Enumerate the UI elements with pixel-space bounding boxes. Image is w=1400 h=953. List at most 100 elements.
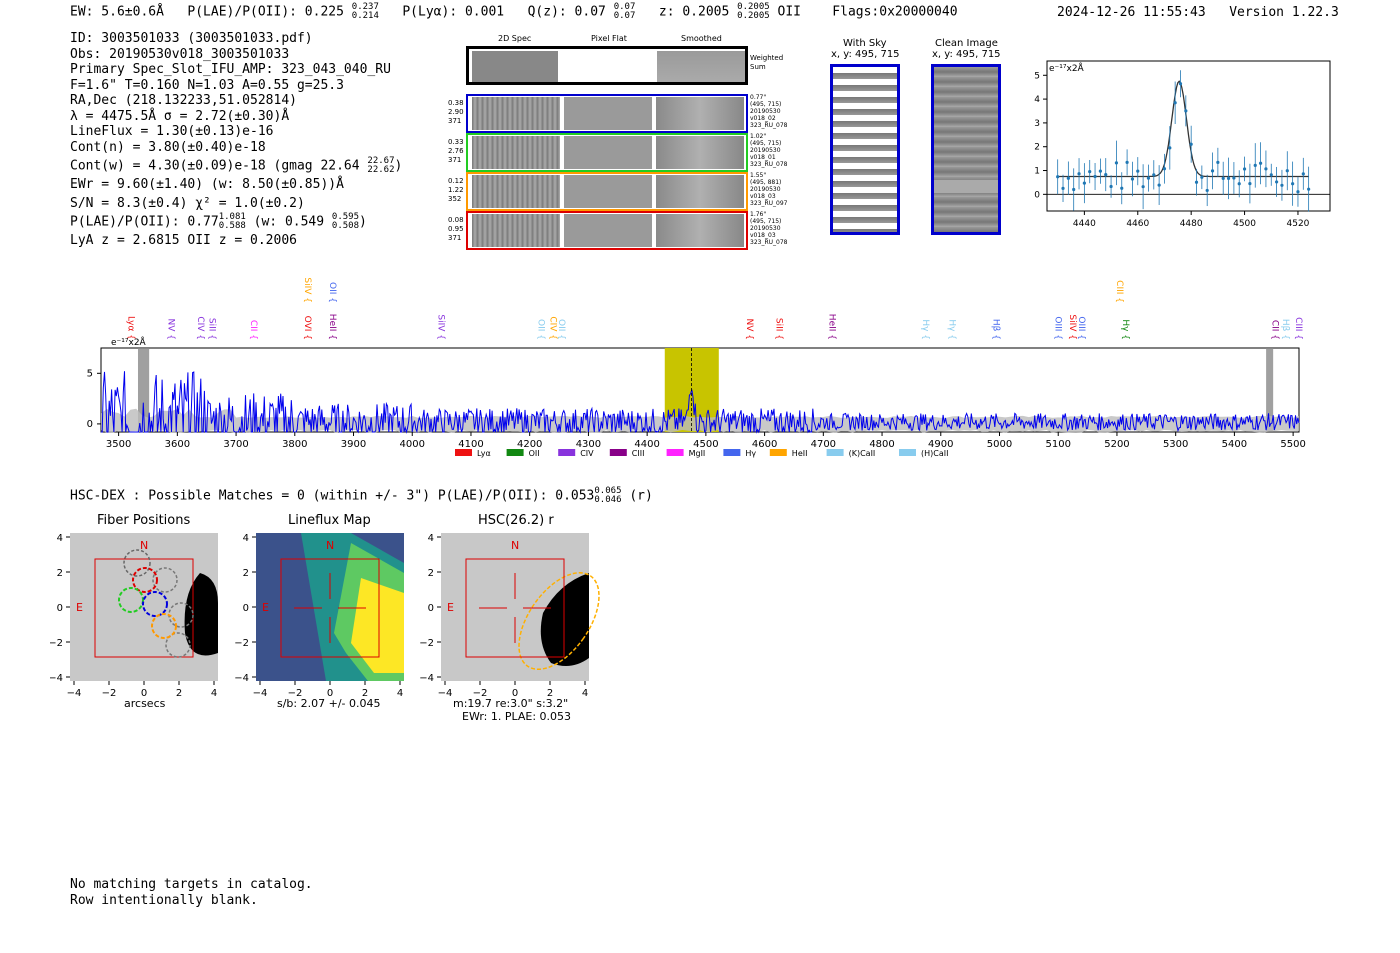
spec-xtick-label: 5400 [1222, 439, 1247, 450]
hsc-ytick-label: 0 [57, 603, 63, 614]
spec-legend-label: (K)CaII [849, 449, 876, 458]
hsc-ytick-label: 2 [243, 568, 249, 579]
cutout-row-right-values: 1.76" (495, 715) 20190530 v018_03 323_RU_078 [750, 211, 788, 246]
spec-legend: Lyα OII CIV CIII MgII Hγ HeII (K)CaII (H)CaII [455, 449, 948, 458]
info-radec: RA,Dec (218.132233,51.052814) [70, 93, 297, 108]
spec-line-label: SiII { [773, 318, 783, 340]
zoom-data-point [1194, 180, 1199, 184]
cutout-2dspec-image [472, 136, 560, 169]
zoom-data-point [1248, 181, 1252, 186]
spec-line-label: HeII { [327, 314, 337, 340]
spec-xtick-label: 3700 [223, 439, 248, 450]
cutout-row-right-values: 1.55" (495, 881) 20190530 v018_03 323_RU_097 [750, 172, 788, 207]
spec-ticks: 3500 3600 3700 3800 3900 4000 4100 4200 4300 4400… [87, 368, 1306, 450]
hsc-ticks: −4 −2 0 2 4 4 2 0 −2 −4 −4 −2 0 2 4 4 2 0 −2 −4 −4 −2 0 2 4 4 2 0 −2… [50, 533, 588, 699]
header-z: z: 0.2005 [658, 4, 730, 20]
cutout-row-left-values: 0.08 0.95 371 [448, 216, 464, 242]
hsc-ytick-label: −2 [50, 638, 63, 649]
spec-line-label: OIII { [1076, 316, 1086, 340]
spec-legend-swatch [899, 449, 916, 456]
zoom-ytick-label: 4 [1034, 95, 1040, 105]
hsc-xtick-label: −2 [288, 688, 303, 699]
spec-xtick-label: 4600 [752, 439, 777, 450]
zoom-data-point [1291, 182, 1295, 186]
spec-flux-line [101, 371, 1300, 434]
spec-legend-swatch [769, 449, 787, 456]
hsc-xtick-label: −4 [253, 688, 268, 699]
spec-line-label: HeII { [826, 314, 836, 340]
zoom-data-point [1285, 169, 1289, 173]
col-2dspec-label: 2D Spec [498, 34, 532, 43]
fiber-circle-gray [123, 549, 151, 577]
spec-legend-label: OII [529, 449, 540, 458]
spec-xtick-label: 4300 [576, 439, 601, 450]
hsc-ytick-label: 2 [57, 568, 63, 579]
spec-ytick-label: 5 [87, 368, 93, 379]
header-plae-range: 0.237 0.214 [351, 2, 379, 21]
fiber-circle-blue [142, 591, 168, 617]
spec-xtick-label: 5100 [1045, 439, 1070, 450]
zoom-data-point [1093, 174, 1097, 179]
zoom-data-point [1232, 176, 1236, 180]
header-datetime: 2024-12-26 11:55:43 [1057, 5, 1206, 20]
lineflux-box [280, 558, 380, 658]
hsc-ytick-label: 0 [243, 603, 249, 614]
hsc-xtick-label: 0 [141, 688, 147, 699]
hsc-xtick-label: −4 [438, 688, 453, 699]
spec-xtick-label: 5500 [1280, 439, 1305, 450]
zoom-data-point [1130, 177, 1135, 181]
zoom-data-point [1082, 181, 1086, 185]
hsc-xtick-label: −2 [473, 688, 488, 699]
lineflux-east-label: E [262, 601, 269, 614]
cutout-pixelflat-image [564, 97, 652, 130]
header-plae: P(LAE)/P(OII): 0.225 [187, 4, 344, 20]
zoom-data-point [1200, 175, 1204, 179]
footer-note: No matching targets in catalog. Row inte… [70, 877, 313, 908]
spec-legend-swatch [609, 449, 627, 456]
spec-legend-swatch [506, 449, 524, 456]
zoom-data-point [1136, 169, 1140, 173]
spec-line-label: NV { [166, 319, 176, 340]
fiber-circle-red [132, 567, 158, 593]
hsc-ytick-label: 4 [57, 533, 63, 544]
zoom-data-point [1184, 109, 1188, 113]
hsc-ytick-label: −4 [50, 673, 63, 684]
zoom-data-point [1072, 187, 1076, 192]
cutout-row [466, 172, 748, 211]
spec-line-label: CIII { [1293, 317, 1303, 340]
cutout-pixelflat-image [564, 136, 652, 169]
clean-image-mask [934, 180, 998, 193]
zoom-data-point [1061, 186, 1065, 190]
zoom-spectrum-chart: e⁻¹⁷x2Å 4440 4460 4480 4500 4520 0 1 2 3 4 5 [1034, 60, 1331, 229]
spec-line-label: SiIV { [1067, 314, 1077, 340]
lineflux-map-panel: N E [256, 533, 404, 681]
clean-image-xy: x, y: 495, 715 [932, 49, 1001, 60]
weighted-smoothed-image [657, 51, 745, 82]
with-sky-xy: x, y: 495, 715 [831, 49, 900, 60]
spec-line-label: Hβ { [1280, 319, 1290, 340]
spec-legend-label: (H)CaII [921, 449, 948, 458]
spec-line-labels: Lyα {NV {CIV {SiII {CII {SiIV {OVI {OII … [126, 278, 1303, 340]
zoom-data-point [1104, 173, 1108, 177]
zoom-data-point [1221, 176, 1225, 180]
zoom-data-point [1242, 167, 1247, 171]
lineflux-peak [351, 578, 404, 673]
spec-line-label: Hγ { [947, 319, 957, 340]
hsc-ytick-label: 4 [428, 533, 434, 544]
zoom-data-point [1125, 160, 1129, 164]
cutout-smoothed-image [656, 136, 744, 169]
info-ewr: EWr = 9.60(±1.40) (w: 8.50(±0.85))Å [70, 177, 344, 192]
spec-legend-label: Hγ [745, 449, 756, 458]
zoom-fit-curve [1057, 80, 1309, 178]
cutout-pixelflat-image [564, 214, 652, 247]
hsc-summary: HSC-DEX : Possible Matches = 0 (within +… [70, 486, 653, 505]
spec-legend-swatch [455, 449, 472, 456]
hsc-xtick-label: 4 [397, 688, 403, 699]
col-pixelflat-label: Pixel Flat [591, 34, 627, 43]
info-lineflux: LineFlux = 1.30(±0.13)e-16 [70, 124, 274, 139]
header-z-range: 0.2005 0.2005 [737, 2, 770, 21]
spec-line-label: OII { [556, 319, 566, 340]
zoom-xtick-label: 4440 [1073, 219, 1096, 229]
fiber-box [94, 558, 194, 658]
spec-legend-label: MgII [689, 449, 706, 458]
